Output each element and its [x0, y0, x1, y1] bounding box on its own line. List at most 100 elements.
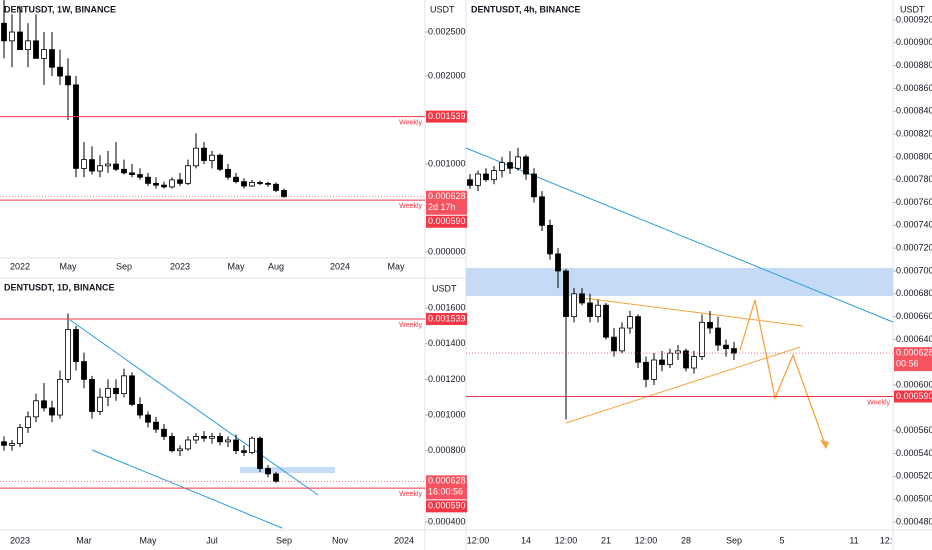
- candle-body: [241, 450, 247, 453]
- candle-body: [145, 414, 151, 423]
- y-tick-label: 0.001200: [428, 374, 466, 384]
- level-price-label: 0.000590: [428, 501, 466, 511]
- candle-body: [257, 182, 263, 184]
- y-tick-label: 0.000500: [896, 494, 932, 504]
- candle-body: [97, 396, 103, 412]
- candle-body: [185, 165, 191, 184]
- candle-body: [161, 428, 167, 437]
- y-tick-label: 0.000820: [896, 128, 932, 138]
- x-tick-label: Sep: [276, 535, 292, 545]
- candle-body: [265, 468, 271, 475]
- last-price-label: 0.000628: [428, 191, 466, 201]
- candle-body: [89, 379, 95, 412]
- candle-body: [265, 182, 271, 185]
- y-tick-label: 0.000800: [428, 445, 466, 455]
- candle-body: [25, 416, 31, 428]
- y-tick-label: 0.000660: [896, 311, 932, 321]
- x-tick-label: 2023: [10, 535, 30, 545]
- candle-body: [81, 159, 87, 169]
- level-price-label: 0.001539: [428, 313, 466, 323]
- candle-body: [1, 441, 7, 446]
- level-price-box: [426, 215, 467, 228]
- candle-body: [635, 316, 641, 363]
- candle-body: [249, 437, 255, 453]
- candle-body: [547, 224, 553, 255]
- candle-body: [105, 163, 111, 167]
- y-tick-label: 0.001400: [428, 338, 466, 348]
- candle-body: [193, 436, 199, 441]
- candle-body: [603, 304, 609, 338]
- trendline: [91, 449, 283, 529]
- y-tick-label: 0.001600: [428, 302, 466, 312]
- x-tick-label: Mar: [76, 535, 92, 545]
- chart-title: DENTUSDT, 1W, BINANCE: [4, 4, 116, 14]
- last-price-label: 0.000628: [896, 348, 932, 358]
- candle-body: [475, 173, 481, 186]
- candle-body: [675, 350, 681, 354]
- level-tag: Weekly: [399, 322, 422, 329]
- x-tick-label: 11: [849, 535, 858, 545]
- last-price-box: [426, 190, 467, 215]
- candle-body: [507, 162, 513, 169]
- candle-body: [121, 168, 127, 174]
- candle-body: [17, 427, 23, 444]
- candle-body: [129, 172, 135, 175]
- triangle-lower: [565, 346, 801, 424]
- candle-body: [249, 182, 255, 187]
- y-tick-label: 0.000720: [896, 243, 932, 253]
- candle-body: [97, 165, 103, 172]
- candle-body: [659, 359, 665, 365]
- candle-body: [225, 439, 231, 443]
- candle-body: [241, 181, 247, 187]
- candle-body: [233, 439, 239, 452]
- level-price-box: [426, 110, 467, 123]
- countdown: 00:56: [896, 359, 919, 369]
- y-tick-label: 0.000860: [896, 83, 932, 93]
- candle-body: [651, 359, 657, 380]
- x-tick-label: Jul: [206, 535, 218, 545]
- price-unit: USDT: [900, 4, 925, 14]
- candle-body: [217, 154, 223, 170]
- y-tick-label: 0.000640: [896, 334, 932, 344]
- candle-body: [483, 173, 489, 181]
- candle-body: [217, 436, 223, 443]
- candle-body: [707, 321, 713, 329]
- candle-body: [209, 154, 215, 161]
- y-tick-label: 0.000760: [896, 197, 932, 207]
- level-price-label: 0.001539: [428, 111, 466, 121]
- candle-body: [683, 350, 689, 369]
- zone: [240, 467, 335, 473]
- candle-body: [49, 49, 55, 68]
- x-tick-label: 2024: [330, 261, 350, 271]
- candle-body: [137, 403, 143, 416]
- x-tick-label: 2022: [10, 261, 30, 271]
- candle-body: [33, 40, 39, 59]
- candle-body: [73, 329, 79, 362]
- y-tick-label: 0.002000: [428, 70, 466, 80]
- candle-body: [273, 473, 279, 482]
- x-tick-label: 21: [601, 535, 611, 545]
- candle-body: [595, 304, 601, 318]
- x-tick-label: May: [227, 261, 245, 271]
- projection: [739, 299, 827, 448]
- x-tick-label: 12:00: [635, 535, 658, 545]
- candle-body: [225, 168, 231, 178]
- x-tick-label: Aug: [268, 261, 284, 271]
- candle-body: [9, 31, 15, 42]
- candle-body: [539, 196, 545, 226]
- candle-body: [499, 162, 505, 171]
- price-unit: USDT: [432, 283, 457, 293]
- x-tick-label: Sep: [116, 261, 132, 271]
- candle-body: [587, 302, 593, 318]
- y-tick-label: 0.001000: [428, 158, 466, 168]
- x-tick-label: 2024: [394, 535, 414, 545]
- x-tick-label: 28: [681, 535, 691, 545]
- chart-title: DENTUSDT, 4h, BINANCE: [471, 4, 581, 14]
- x-tick-label: May: [139, 535, 157, 545]
- level-price-label: 0.000590: [428, 216, 466, 226]
- candle-body: [691, 356, 697, 369]
- last-price-label: 0.000628: [428, 476, 466, 486]
- y-tick-label: 0.002500: [428, 26, 466, 36]
- candle-body: [121, 375, 127, 395]
- candle-body: [579, 293, 585, 304]
